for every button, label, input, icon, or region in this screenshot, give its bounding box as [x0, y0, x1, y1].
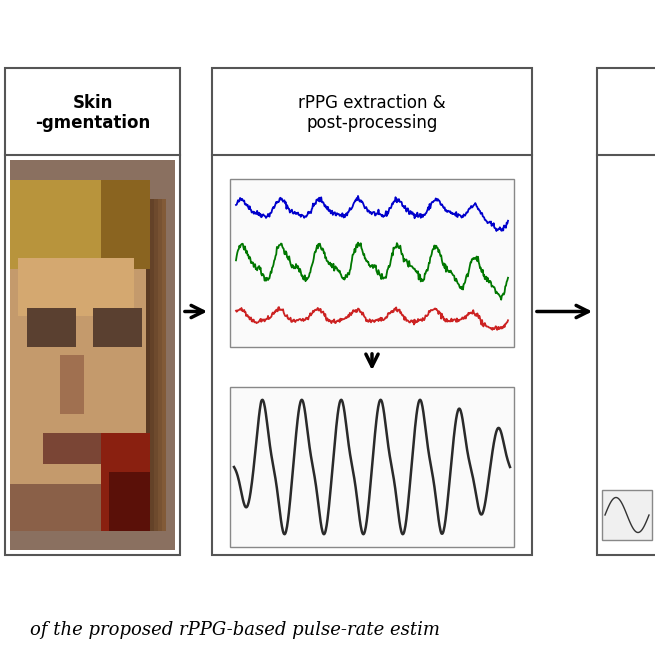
Text: post-processing: post-processing — [307, 115, 438, 132]
Text: Skin: Skin — [72, 94, 113, 113]
Bar — [602, 490, 652, 540]
Bar — [10, 179, 150, 269]
Bar — [597, 68, 655, 555]
Bar — [154, 199, 158, 531]
Bar — [150, 199, 154, 531]
Bar — [60, 355, 84, 413]
Bar — [18, 257, 134, 316]
Bar — [101, 433, 150, 531]
Bar — [5, 68, 180, 555]
Bar — [101, 179, 150, 269]
Bar — [10, 199, 150, 531]
Bar — [146, 199, 150, 531]
Text: rPPG extraction &: rPPG extraction & — [298, 94, 446, 113]
Text: of the proposed rPPG-based pulse-rate estim: of the proposed rPPG-based pulse-rate es… — [30, 621, 440, 639]
Bar — [43, 433, 126, 464]
Bar — [230, 179, 514, 347]
Bar — [158, 199, 162, 531]
Bar — [109, 472, 150, 531]
Bar — [26, 309, 76, 347]
Text: ­gmentation: ­gmentation — [35, 115, 150, 132]
Bar — [162, 199, 166, 531]
Bar — [212, 68, 532, 555]
Bar — [10, 160, 175, 550]
Bar — [10, 483, 150, 531]
Bar — [92, 309, 142, 347]
Bar — [230, 387, 514, 547]
